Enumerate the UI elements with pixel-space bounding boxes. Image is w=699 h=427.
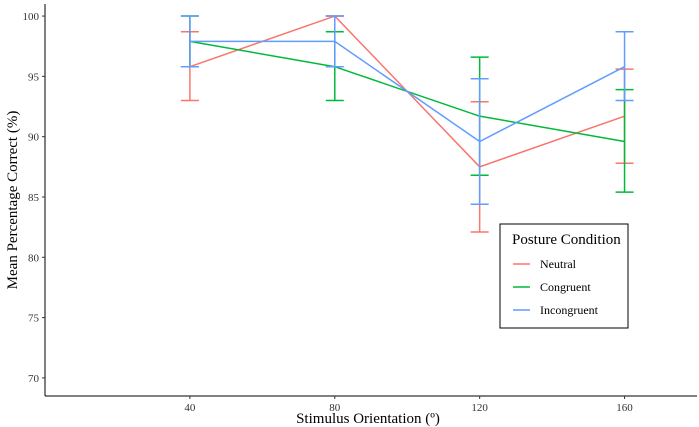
legend-label-incongruent: Incongruent (540, 303, 599, 317)
y-tick-label: 70 (28, 373, 40, 385)
y-tick-label: 90 (28, 132, 40, 144)
error-bar-incongruent (615, 30, 634, 102)
y-tick-label: 80 (28, 252, 40, 264)
legend-label-congruent: Congruent (540, 280, 591, 294)
x-tick-label: 120 (471, 402, 488, 414)
x-tick-label: 160 (616, 402, 633, 414)
x-tick-label: 80 (329, 402, 341, 414)
series-incongruent (180, 15, 634, 205)
y-tick-label: 85 (28, 192, 40, 204)
legend-item-congruent: Congruent (513, 280, 591, 294)
series-line-incongruent (189, 40, 625, 143)
x-tick-label: 40 (184, 402, 196, 414)
y-tick-label: 100 (23, 11, 40, 23)
series-neutral (180, 15, 634, 233)
legend-item-incongruent: Incongruent (513, 303, 599, 317)
x-axis-title: Stimulus Orientation (º) (296, 411, 440, 427)
legend-item-neutral: Neutral (513, 257, 577, 271)
legend-label-neutral: Neutral (540, 257, 577, 271)
series-congruent (180, 15, 634, 193)
y-axis-title: Mean Percentage Correct (%) (5, 111, 21, 290)
error-bar-incongruent (325, 15, 344, 68)
y-tick-label: 95 (28, 71, 40, 83)
error-bar-incongruent (470, 78, 489, 205)
legend: Posture Condition Neutral Congruent Incong… (499, 223, 629, 329)
error-bar-incongruent (180, 15, 199, 68)
legend-title: Posture Condition (512, 232, 621, 248)
y-tick-label: 75 (28, 313, 40, 325)
plot-area (180, 15, 634, 233)
axes: 70 75 80 85 90 95 100 40 80 120 160 (23, 4, 697, 414)
